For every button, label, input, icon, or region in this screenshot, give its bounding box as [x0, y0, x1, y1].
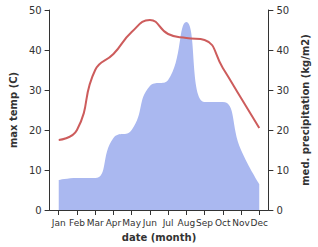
svg-text:Sep: Sep	[196, 218, 213, 228]
svg-text:Jul: Jul	[162, 218, 174, 228]
svg-text:date (month): date (month)	[122, 232, 196, 243]
svg-text:30: 30	[276, 85, 289, 96]
svg-text:10: 10	[29, 165, 42, 176]
svg-text:Aug: Aug	[178, 218, 196, 228]
svg-text:0: 0	[35, 205, 41, 216]
svg-text:May: May	[122, 218, 141, 228]
svg-text:20: 20	[276, 125, 289, 136]
svg-text:max temp (C): max temp (C)	[8, 72, 19, 148]
svg-text:50: 50	[29, 5, 42, 16]
svg-text:50: 50	[276, 5, 289, 16]
svg-text:med. precipitation (kg/m2): med. precipitation (kg/m2)	[300, 34, 311, 186]
svg-text:40: 40	[29, 45, 42, 56]
svg-text:Apr: Apr	[106, 218, 122, 228]
svg-text:40: 40	[276, 45, 289, 56]
svg-text:Nov: Nov	[232, 218, 250, 228]
svg-text:Mar: Mar	[87, 218, 104, 228]
svg-text:Jan: Jan	[51, 218, 66, 228]
svg-text:Dec: Dec	[251, 218, 268, 228]
svg-text:0: 0	[276, 205, 282, 216]
svg-text:30: 30	[29, 85, 42, 96]
svg-text:10: 10	[276, 165, 289, 176]
svg-text:Oct: Oct	[215, 218, 231, 228]
svg-text:20: 20	[29, 125, 42, 136]
svg-text:Jun: Jun	[142, 218, 157, 228]
svg-text:Feb: Feb	[69, 218, 85, 228]
